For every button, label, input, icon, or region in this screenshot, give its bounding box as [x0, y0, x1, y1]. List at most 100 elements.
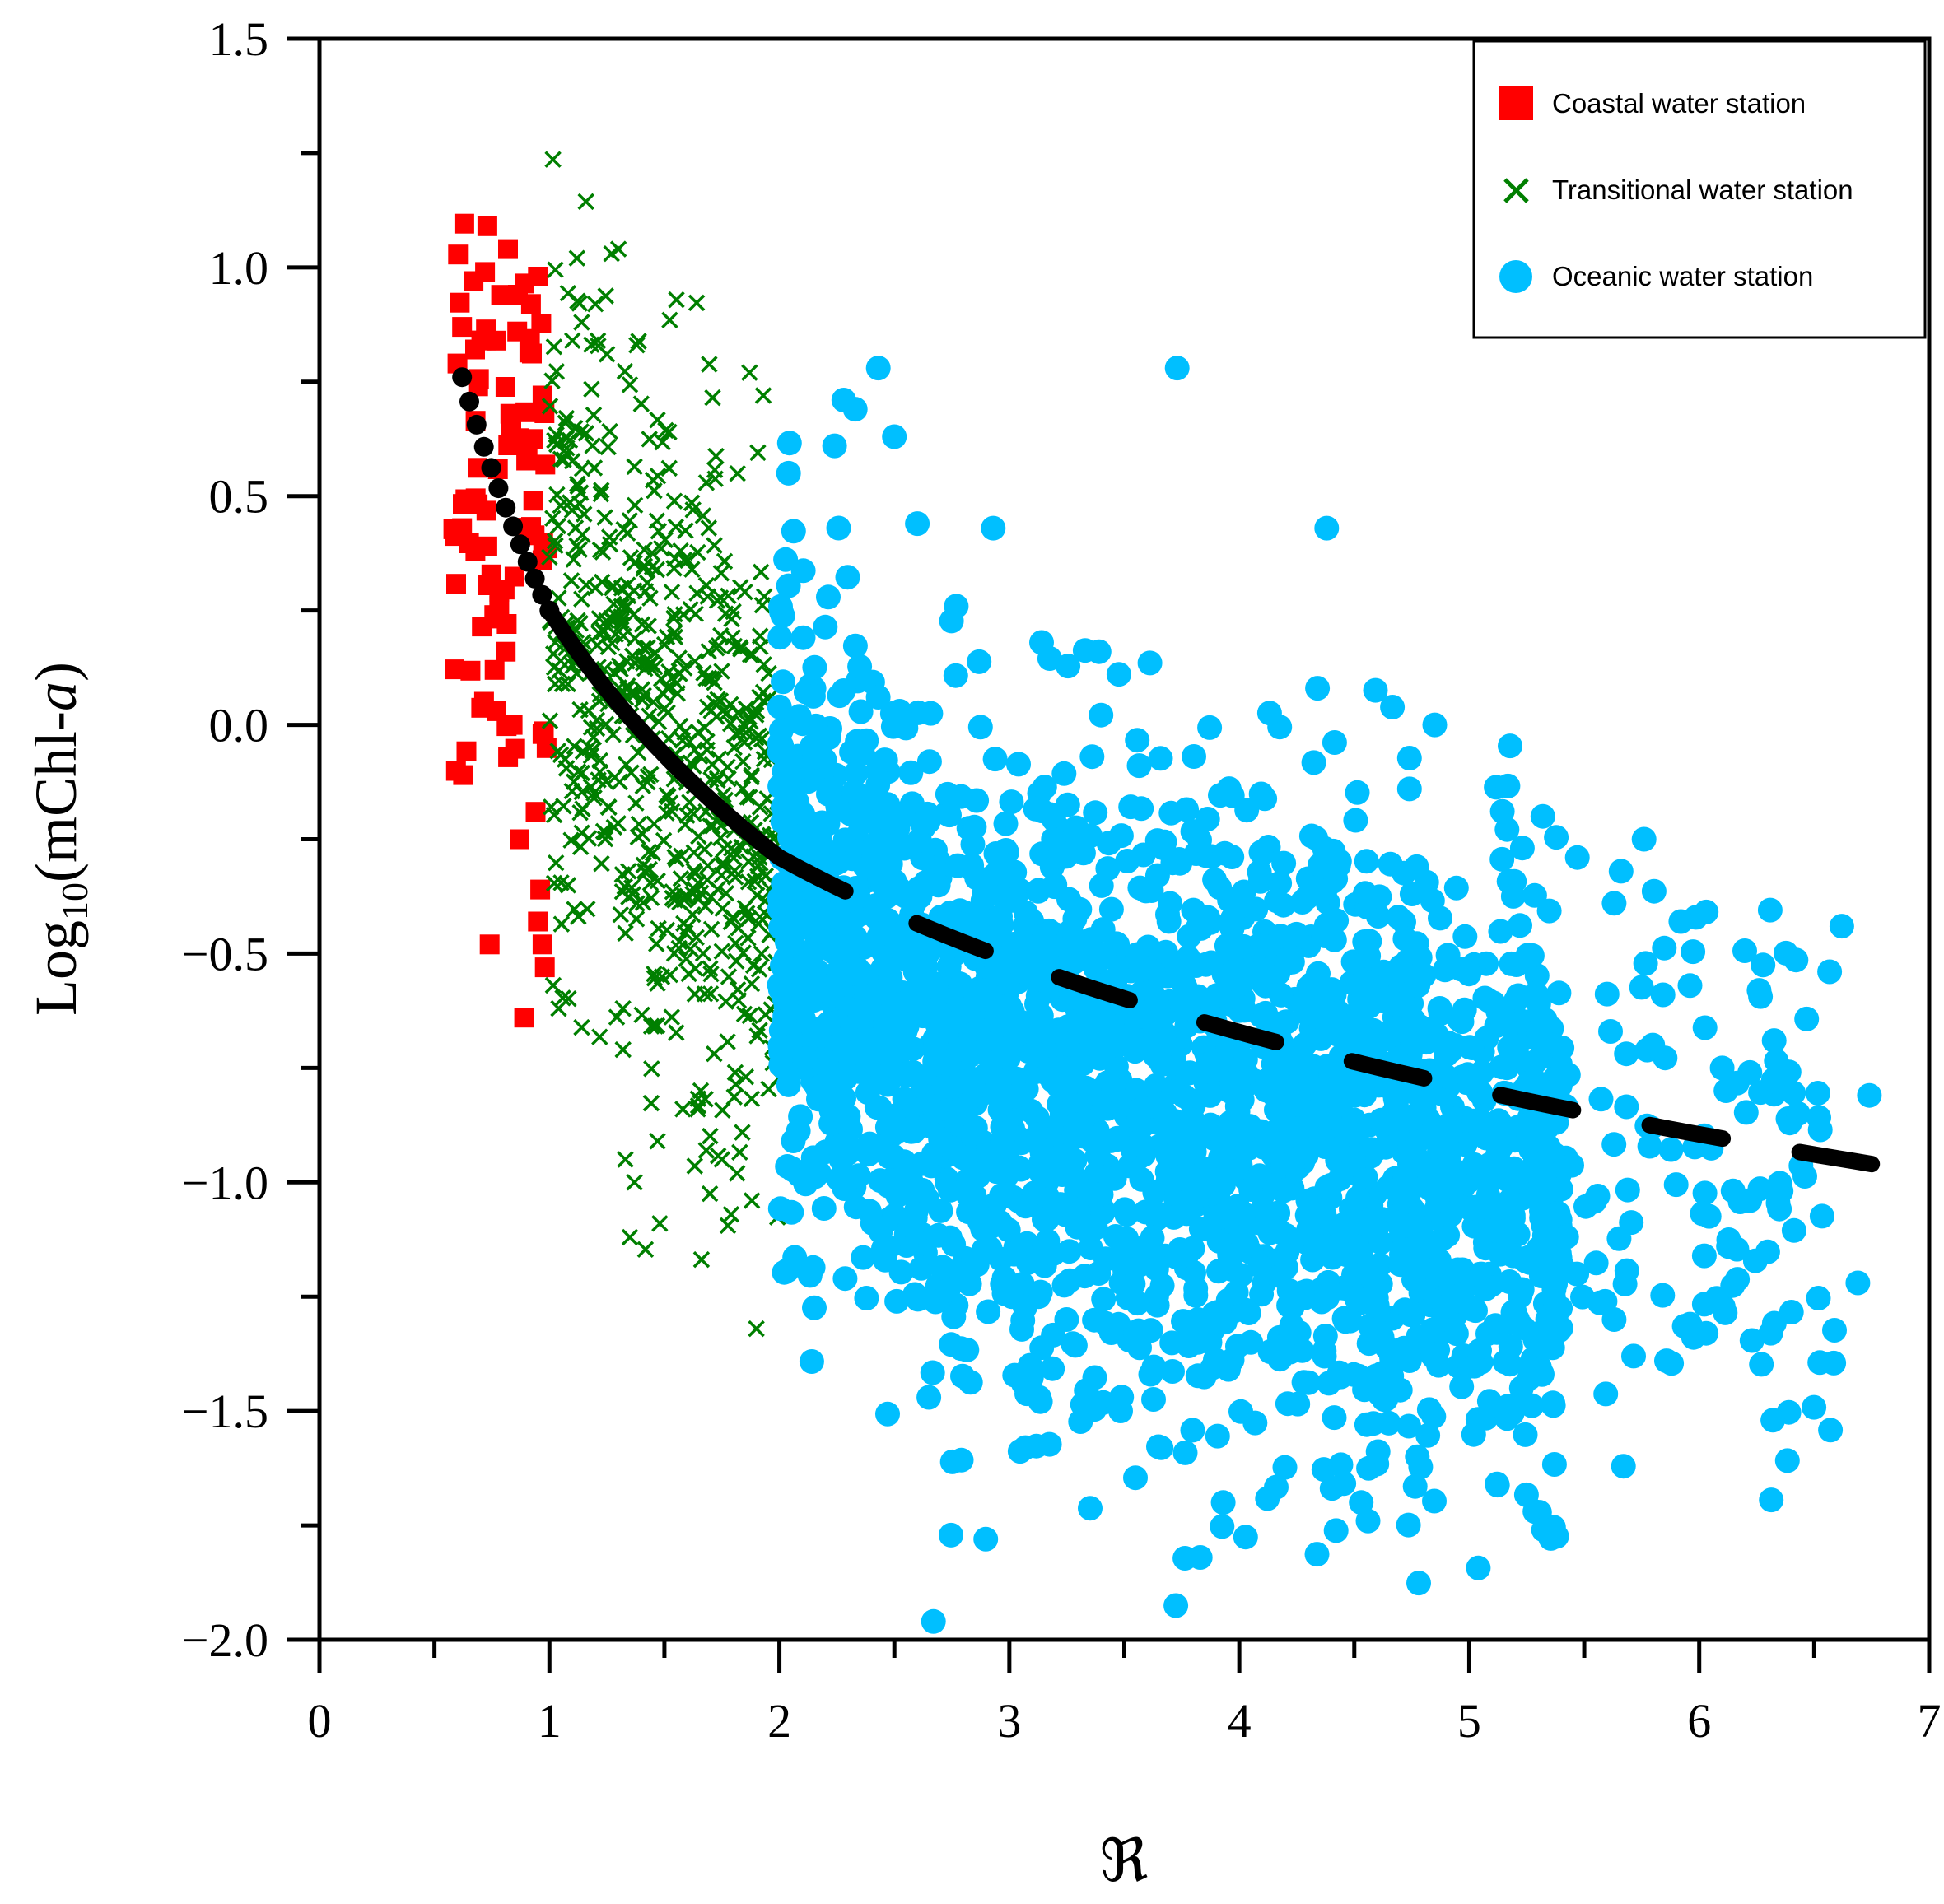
transitional-point [619, 587, 637, 605]
oceanic-point [964, 788, 990, 813]
oceanic-point [1114, 1202, 1140, 1227]
oceanic-point [1032, 775, 1057, 800]
transitional-point [594, 543, 612, 561]
transitional-point [713, 663, 730, 680]
transitional-series [541, 151, 788, 1338]
oceanic-point [1106, 662, 1131, 687]
transitional-point [754, 387, 772, 404]
transitional-point [613, 616, 630, 633]
transitional-point [749, 444, 767, 462]
oceanic-point [1236, 1301, 1261, 1325]
transitional-point [748, 868, 767, 885]
transitional-point [743, 766, 760, 784]
transitional-point [571, 803, 589, 822]
legend-transitional-label: Transitional water station [1552, 175, 1853, 205]
oceanic-point [1115, 849, 1140, 873]
oceanic-point [1091, 1287, 1117, 1312]
oceanic-point [1621, 1343, 1646, 1369]
oceanic-point [949, 1336, 974, 1362]
oceanic-point [1438, 1038, 1463, 1064]
transitional-point [585, 729, 603, 746]
transitional-point [660, 680, 677, 698]
transitional-point [634, 777, 652, 795]
oceanic-point [855, 785, 880, 811]
oceanic-point [1742, 1248, 1768, 1273]
oceanic-point [1255, 1205, 1280, 1231]
oceanic-point [1256, 701, 1282, 726]
transitional-point [633, 691, 651, 709]
oceanic-point [1794, 1006, 1820, 1031]
transitional-point [643, 1060, 660, 1078]
oceanic-point [1346, 1363, 1372, 1389]
oceanic-point [1202, 867, 1228, 892]
fit-dashed [771, 849, 1881, 1173]
oceanic-point [1272, 1455, 1298, 1480]
transitional-point [720, 968, 738, 985]
y-axis-title: Log10(mChl-a) [23, 662, 96, 1016]
oceanic-point [897, 1213, 922, 1238]
oceanic-point [1296, 1370, 1322, 1395]
oceanic-point [1232, 998, 1257, 1023]
oceanic-point [1434, 1165, 1459, 1190]
oceanic-point [1125, 728, 1150, 753]
oceanic-point [1161, 1079, 1186, 1105]
oceanic-point [1248, 866, 1274, 891]
transitional-point [752, 563, 770, 581]
oceanic-point [1145, 1201, 1171, 1227]
transitional-point [665, 945, 683, 962]
coastal-point [523, 491, 543, 511]
transitional-point [688, 294, 706, 312]
oceanic-point [1492, 1115, 1517, 1140]
oceanic-point [1149, 1273, 1175, 1298]
transitional-point [725, 1088, 743, 1106]
oceanic-point [1488, 919, 1513, 944]
oceanic-point [1513, 1482, 1539, 1507]
transitional-point [722, 913, 740, 931]
oceanic-point [1108, 823, 1134, 849]
transitional-point [721, 715, 739, 733]
oceanic-point [1312, 1324, 1338, 1348]
oceanic-point [885, 806, 911, 831]
transitional-point [717, 884, 735, 902]
transitional-point [660, 423, 678, 441]
oceanic-point [1214, 933, 1239, 958]
oceanic-point [1178, 987, 1204, 1013]
oceanic-point [1243, 896, 1269, 922]
oceanic-point [811, 1196, 837, 1221]
oceanic-point [1761, 1028, 1787, 1054]
oceanic-point [842, 397, 868, 422]
transitional-point [548, 435, 566, 453]
oceanic-point [1544, 825, 1569, 850]
oceanic-point [1212, 840, 1238, 866]
oceanic-point [1612, 1271, 1638, 1296]
oceanic-point [1522, 1321, 1547, 1347]
transitional-point [668, 291, 685, 309]
oceanic-point [941, 1304, 967, 1329]
oceanic-point [916, 809, 941, 835]
oceanic-point [865, 356, 891, 381]
y-tick-label: 0.5 [209, 470, 269, 524]
oceanic-point [1029, 630, 1054, 655]
oceanic-point [1103, 1127, 1129, 1152]
oceanic-point [946, 1036, 972, 1062]
oceanic-point [1339, 970, 1364, 995]
oceanic-point [1495, 773, 1521, 798]
oceanic-point [1363, 677, 1388, 703]
oceanic-point [967, 649, 992, 674]
transitional-point [661, 311, 678, 329]
oceanic-point [1733, 1100, 1759, 1125]
oceanic-point [1428, 905, 1452, 931]
transitional-point [731, 639, 749, 656]
oceanic-point [868, 1219, 893, 1244]
transitional-point [690, 890, 708, 908]
transitional-point [743, 1192, 761, 1209]
transitional-point [692, 1250, 711, 1269]
transitional-point [643, 544, 661, 562]
oceanic-point [1388, 954, 1414, 980]
oceanic-point [855, 1052, 881, 1077]
transitional-point [638, 574, 656, 592]
transitional-point [640, 843, 658, 861]
coastal-point [507, 321, 528, 342]
oceanic-point [1587, 1290, 1612, 1315]
oceanic-point [843, 742, 869, 767]
